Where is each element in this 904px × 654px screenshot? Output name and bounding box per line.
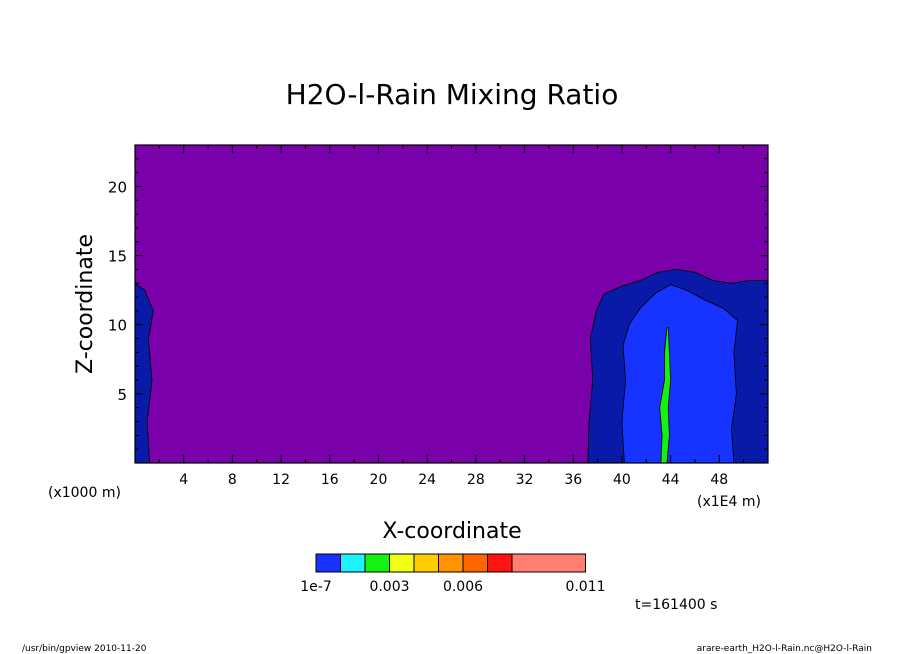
x-tick-label: 36 <box>564 472 582 488</box>
y-axis-label: Z-coordinate <box>73 234 98 374</box>
colorbar-label: 0.011 <box>565 579 605 595</box>
x-tick-label: 12 <box>272 472 290 488</box>
colorbar: 1e-7 0.003 0.006 0.011 <box>300 553 606 595</box>
x-tick-label: 44 <box>662 472 680 488</box>
x-tick-label: 16 <box>321 472 339 488</box>
y-tick-label: 20 <box>108 178 127 196</box>
y-tick-label: 10 <box>108 317 127 335</box>
x-tick-label: 40 <box>613 472 631 488</box>
contour-region-3 <box>621 284 738 464</box>
y-tick-label: 15 <box>108 248 127 266</box>
colorbar-swatch <box>462 553 488 573</box>
x-tick-label: 24 <box>418 472 436 488</box>
colorbar-label: 0.003 <box>369 579 409 595</box>
y-unit-label: (x1000 m) <box>48 485 121 501</box>
contour-region-1 <box>134 282 154 464</box>
plot-area <box>134 145 769 464</box>
x-tick-label: 32 <box>516 472 534 488</box>
chart-title: H2O-l-Rain Mixing Ratio <box>286 78 619 111</box>
colorbar-label: 0.006 <box>443 579 483 595</box>
x-unit-label: (x1E4 m) <box>697 494 761 510</box>
x-tick-label: 8 <box>228 472 237 488</box>
time-label: t=161400 s <box>635 597 717 613</box>
colorbar-swatch <box>511 553 586 573</box>
x-tick-label: 48 <box>710 472 728 488</box>
x-axis-ticks: 4 8 12 16 20 24 28 32 36 40 44 48 <box>158 145 745 488</box>
colorbar-swatch <box>487 553 513 573</box>
x-axis-label: X-coordinate <box>382 519 521 544</box>
contour-region-4 <box>659 327 671 464</box>
y-axis-ticks: 5 10 15 20 <box>108 158 768 450</box>
colorbar-swatch <box>364 553 390 573</box>
colorbar-label: 1e-7 <box>300 579 331 595</box>
colorbar-swatch <box>389 553 415 573</box>
x-tick-label: 4 <box>179 472 188 488</box>
colorbar-swatch <box>438 553 464 573</box>
colorbar-swatch <box>315 553 341 573</box>
y-tick-label: 5 <box>117 386 127 404</box>
footer-right: arare-earth_H2O-l-Rain.nc@H2O-l-Rain <box>697 644 872 654</box>
footer-left: /usr/bin/gpview 2010-11-20 <box>22 644 147 654</box>
colorbar-swatch <box>340 553 366 573</box>
x-tick-label: 20 <box>370 472 388 488</box>
x-tick-label: 28 <box>467 472 485 488</box>
colorbar-swatch <box>413 553 439 573</box>
